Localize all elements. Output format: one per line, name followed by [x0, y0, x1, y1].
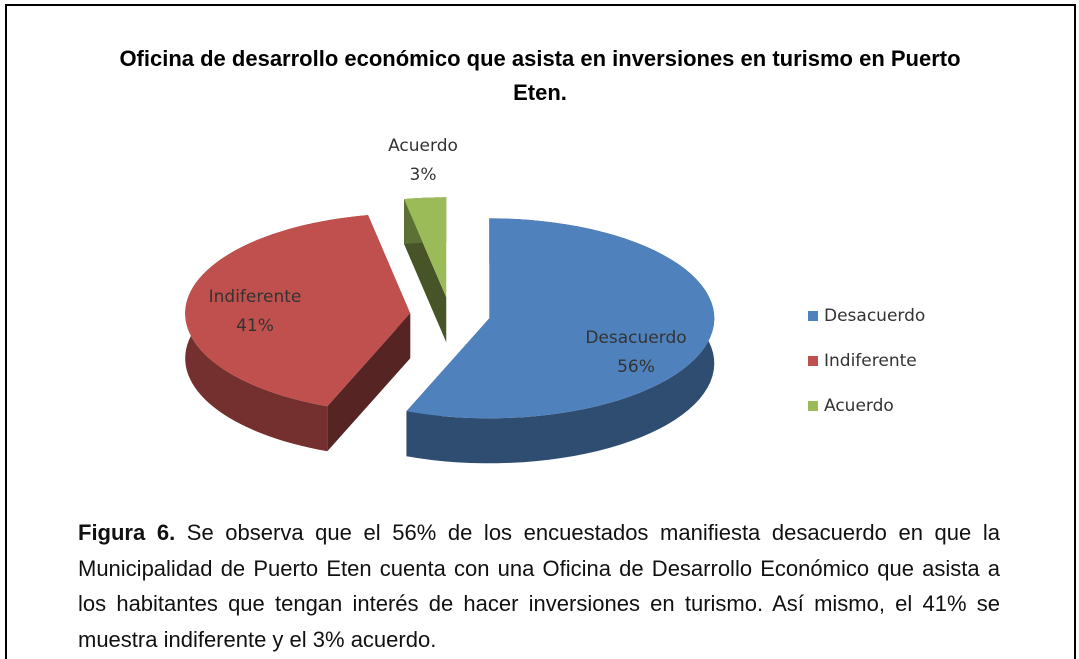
legend-swatch	[808, 401, 818, 411]
slice-value-label: 41%	[236, 316, 274, 336]
legend-swatch	[808, 356, 818, 366]
slice-value-label: 3%	[410, 165, 437, 185]
frame	[5, 4, 1076, 659]
slice-label: Desacuerdo	[585, 328, 686, 348]
slice-label: Indiferente	[209, 287, 302, 307]
legend-label: Desacuerdo	[824, 306, 925, 326]
slice	[406, 218, 715, 419]
slice-value-label: 56%	[617, 357, 655, 377]
chart-title: Oficina de desarrollo económico que asis…	[119, 46, 961, 105]
caption: Figura 6. Se observa que el 56% de los e…	[78, 515, 1000, 657]
legend-label: Acuerdo	[824, 396, 894, 416]
slice	[185, 215, 411, 407]
caption-label: Figura 6.	[78, 520, 176, 545]
legend-label: Indiferente	[824, 351, 917, 371]
slice-label: Acuerdo	[388, 136, 458, 156]
slice-side	[327, 313, 411, 452]
legend-swatch	[808, 311, 818, 321]
slice	[404, 197, 447, 298]
caption-text: Se observa que el 56% de los encuestados…	[78, 520, 1000, 652]
